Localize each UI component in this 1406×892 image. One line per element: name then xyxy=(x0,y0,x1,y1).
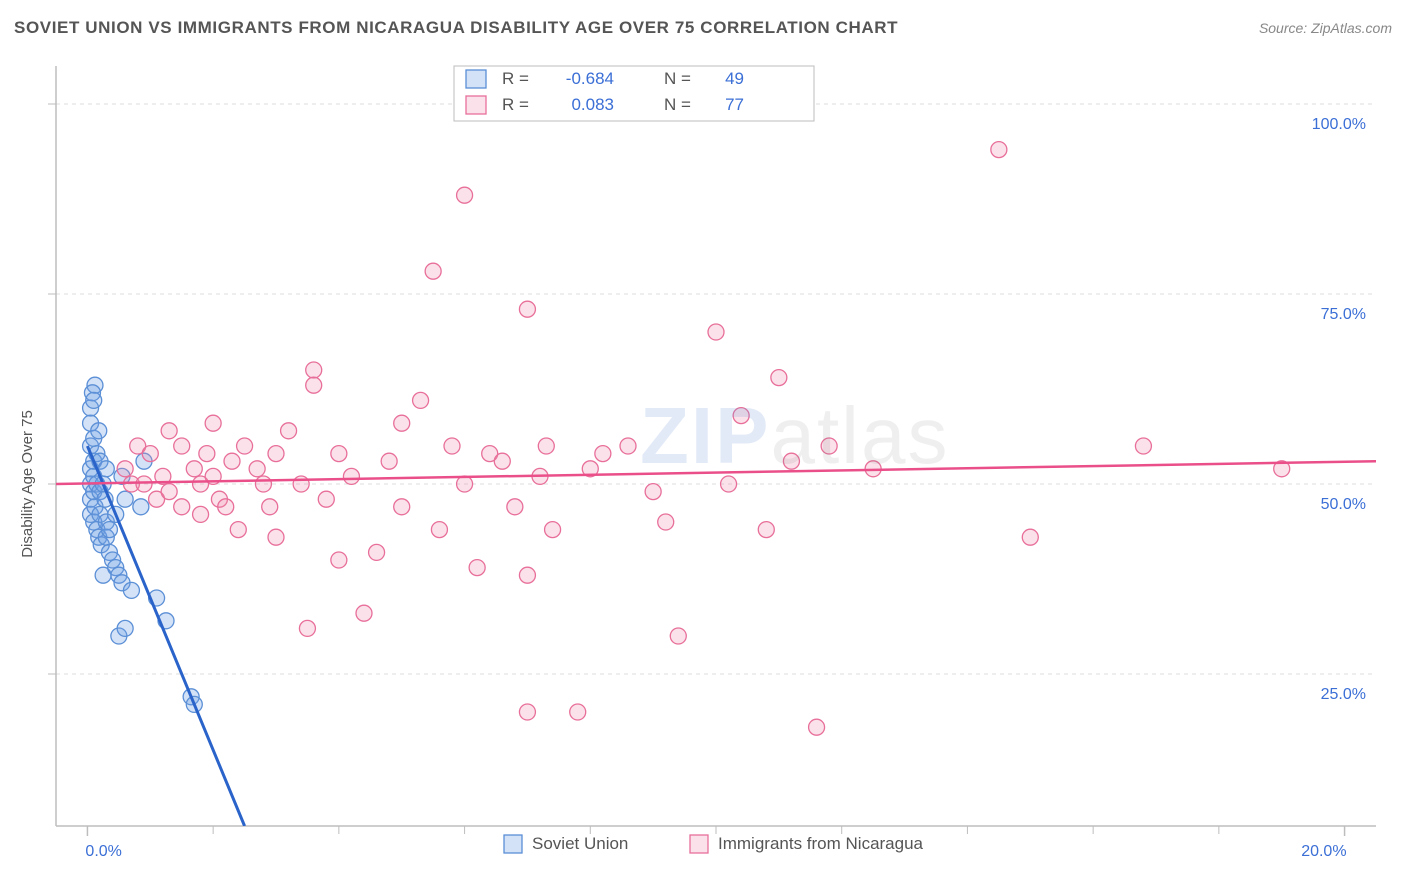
point-soviet xyxy=(117,620,133,636)
point-nicaragua xyxy=(255,476,271,492)
point-nicaragua xyxy=(218,499,234,515)
y-tick-label: 25.0% xyxy=(1321,686,1366,703)
point-nicaragua xyxy=(708,324,724,340)
point-nicaragua xyxy=(306,377,322,393)
point-nicaragua xyxy=(306,362,322,378)
point-nicaragua xyxy=(519,704,535,720)
stats-r-value-nicaragua: 0.083 xyxy=(571,95,614,114)
point-nicaragua xyxy=(595,446,611,462)
point-nicaragua xyxy=(281,423,297,439)
point-nicaragua xyxy=(318,491,334,507)
point-nicaragua xyxy=(249,461,265,477)
point-nicaragua xyxy=(991,142,1007,158)
point-soviet xyxy=(123,582,139,598)
point-nicaragua xyxy=(1022,529,1038,545)
point-nicaragua xyxy=(136,476,152,492)
legend-swatch-soviet xyxy=(504,835,522,853)
point-nicaragua xyxy=(570,704,586,720)
point-nicaragua xyxy=(381,453,397,469)
stats-r-label: R = xyxy=(502,95,529,114)
point-nicaragua xyxy=(237,438,253,454)
point-nicaragua xyxy=(538,438,554,454)
point-nicaragua xyxy=(343,468,359,484)
legend-swatch-nicaragua xyxy=(690,835,708,853)
point-nicaragua xyxy=(469,560,485,576)
stats-n-value-nicaragua: 77 xyxy=(725,95,744,114)
page-title: SOVIET UNION VS IMMIGRANTS FROM NICARAGU… xyxy=(14,18,898,38)
point-nicaragua xyxy=(174,499,190,515)
point-nicaragua xyxy=(413,392,429,408)
point-nicaragua xyxy=(783,453,799,469)
point-nicaragua xyxy=(331,552,347,568)
x-tick-label: 20.0% xyxy=(1301,843,1346,860)
stats-swatch-soviet xyxy=(466,70,486,88)
correlation-scatter-chart: 25.0% 50.0% 75.0% 100.0% 0.0% 20.0% Disability… xyxy=(14,54,1392,879)
stats-swatch-nicaragua xyxy=(466,96,486,114)
point-nicaragua xyxy=(230,522,246,538)
legend-label-soviet: Soviet Union xyxy=(532,834,628,853)
point-soviet xyxy=(117,491,133,507)
point-nicaragua xyxy=(620,438,636,454)
point-nicaragua xyxy=(199,446,215,462)
point-nicaragua xyxy=(142,446,158,462)
point-nicaragua xyxy=(431,522,447,538)
stats-n-label: N = xyxy=(664,95,691,114)
point-nicaragua xyxy=(186,461,202,477)
point-nicaragua xyxy=(369,544,385,560)
point-nicaragua xyxy=(268,446,284,462)
point-nicaragua xyxy=(507,499,523,515)
stats-n-value-soviet: 49 xyxy=(725,69,744,88)
point-nicaragua xyxy=(519,301,535,317)
y-axis-label: Disability Age Over 75 xyxy=(19,410,36,558)
point-nicaragua xyxy=(394,499,410,515)
point-nicaragua xyxy=(670,628,686,644)
point-nicaragua xyxy=(758,522,774,538)
y-tick-label: 50.0% xyxy=(1321,496,1366,513)
point-nicaragua xyxy=(356,605,372,621)
point-nicaragua xyxy=(733,408,749,424)
y-tick-label: 75.0% xyxy=(1321,306,1366,323)
point-soviet xyxy=(101,522,117,538)
point-nicaragua xyxy=(224,453,240,469)
point-soviet xyxy=(91,423,107,439)
point-soviet xyxy=(133,499,149,515)
trendline-ext-soviet xyxy=(245,826,276,874)
point-nicaragua xyxy=(117,461,133,477)
point-nicaragua xyxy=(809,719,825,735)
point-soviet xyxy=(86,392,102,408)
stats-n-label: N = xyxy=(664,69,691,88)
point-nicaragua xyxy=(268,529,284,545)
point-nicaragua xyxy=(658,514,674,530)
point-nicaragua xyxy=(262,499,278,515)
point-nicaragua xyxy=(331,446,347,462)
point-nicaragua xyxy=(293,476,309,492)
point-nicaragua xyxy=(299,620,315,636)
point-nicaragua xyxy=(161,484,177,500)
point-nicaragua xyxy=(425,263,441,279)
point-nicaragua xyxy=(394,415,410,431)
point-nicaragua xyxy=(193,506,209,522)
point-nicaragua xyxy=(821,438,837,454)
stats-r-label: R = xyxy=(502,69,529,88)
point-nicaragua xyxy=(545,522,561,538)
y-tick-label: 100.0% xyxy=(1312,116,1366,133)
point-nicaragua xyxy=(457,187,473,203)
point-nicaragua xyxy=(771,370,787,386)
point-nicaragua xyxy=(494,453,510,469)
legend-label-nicaragua: Immigrants from Nicaragua xyxy=(718,834,924,853)
point-nicaragua xyxy=(457,476,473,492)
point-nicaragua xyxy=(1135,438,1151,454)
x-tick-label: 0.0% xyxy=(85,843,121,860)
source-value: ZipAtlas.com xyxy=(1311,20,1392,36)
source-label: Source: xyxy=(1259,20,1307,36)
point-nicaragua xyxy=(161,423,177,439)
point-nicaragua xyxy=(721,476,737,492)
source-attribution: Source: ZipAtlas.com xyxy=(1259,20,1392,36)
point-nicaragua xyxy=(444,438,460,454)
point-nicaragua xyxy=(519,567,535,583)
point-nicaragua xyxy=(174,438,190,454)
point-nicaragua xyxy=(645,484,661,500)
point-nicaragua xyxy=(205,415,221,431)
stats-r-value-soviet: -0.684 xyxy=(566,69,614,88)
